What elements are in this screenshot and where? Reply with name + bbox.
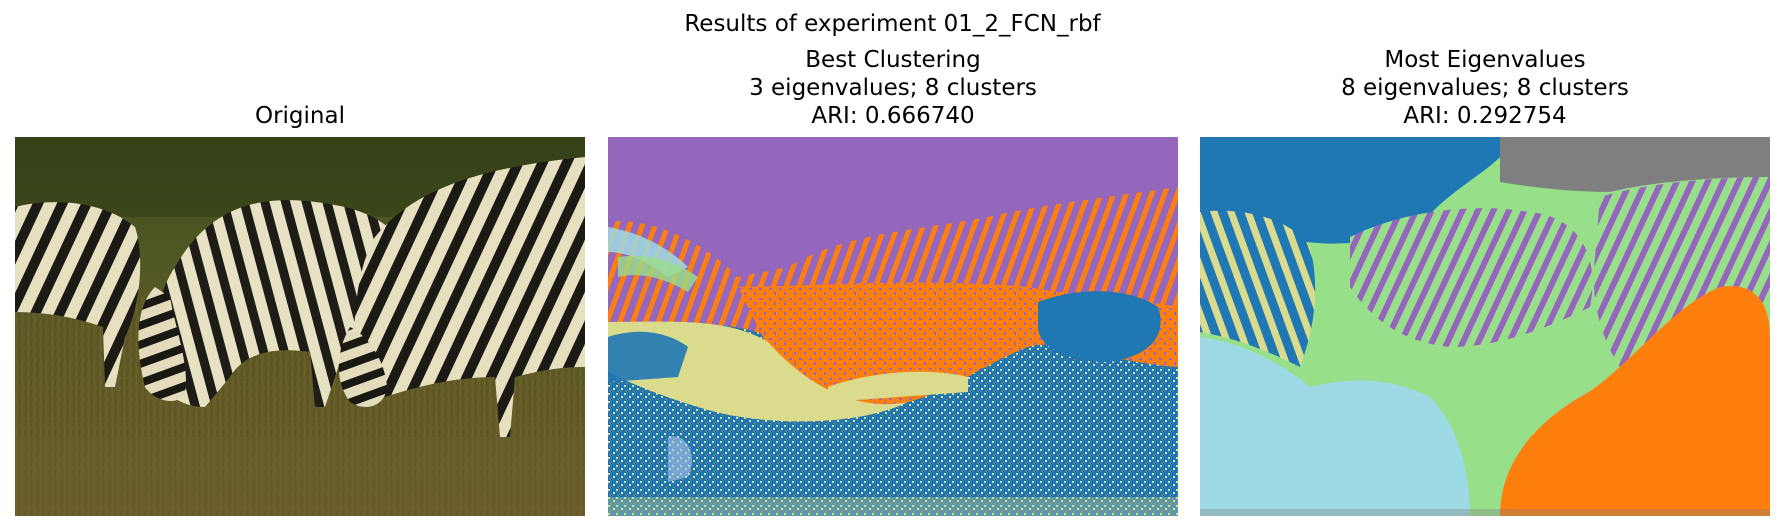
panel-title-original: Original (15, 102, 585, 130)
segmentation-map (1200, 137, 1770, 516)
most-eigenvalues-segmentation (1200, 137, 1770, 516)
panel-title-line: ARI: 0.292754 (1403, 103, 1567, 129)
panel-title-best-clustering: Best Clustering 3 eigenvalues; 8 cluster… (608, 46, 1178, 130)
figure-suptitle: Results of experiment 01_2_FCN_rbf (684, 11, 1101, 37)
panel-title-line: ARI: 0.666740 (811, 103, 975, 129)
panel-title-line: Original (254, 103, 345, 129)
zebra-photo (15, 137, 585, 516)
panel-most-eigenvalues: Most Eigenvalues 8 eigenvalues; 8 cluste… (1200, 0, 1770, 532)
segmentation-map (608, 137, 1178, 516)
panel-title-line: 3 eigenvalues; 8 clusters (749, 75, 1037, 101)
best-clustering-segmentation (608, 137, 1178, 516)
panel-original: Original (15, 0, 585, 532)
panel-title-line: Best Clustering (805, 47, 981, 73)
panel-title-most-eigenvalues: Most Eigenvalues 8 eigenvalues; 8 cluste… (1200, 46, 1770, 130)
panel-title-line: Most Eigenvalues (1384, 47, 1586, 73)
original-image (15, 137, 585, 516)
panel-best-clustering: Best Clustering 3 eigenvalues; 8 cluster… (608, 0, 1178, 532)
panel-title-line: 8 eigenvalues; 8 clusters (1341, 75, 1629, 101)
